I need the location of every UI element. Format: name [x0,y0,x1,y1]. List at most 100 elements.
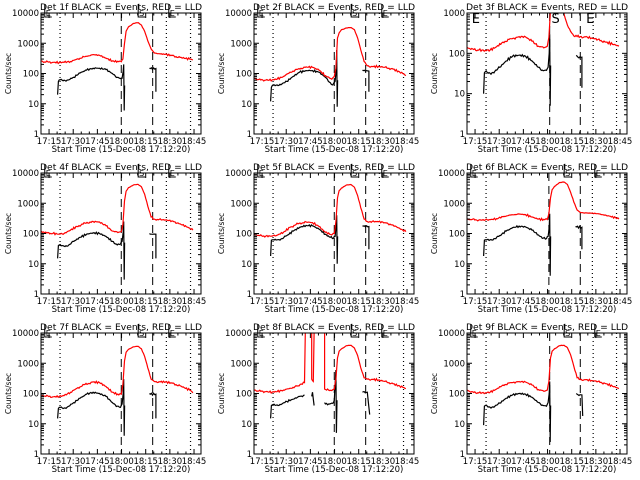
series-group [41,183,194,280]
lld-series-line [467,181,620,222]
events-series-line [362,69,370,92]
marker-label-s: S [139,169,144,178]
x-tick-label: 18:15 [133,297,158,307]
x-tick-label: 17:45 [298,137,323,147]
x-tick-label: 17:15 [463,137,488,147]
y-tick-label: 1 [460,130,465,140]
detector-panel-6: 1 10 100 1000 10000 17:15 17:30 17:45 18:00 18:15… [426,160,639,320]
x-tick-label: 17:45 [511,297,536,307]
x-tick-label: 18:45 [608,297,633,307]
detector-panel-9: 1 10 100 1000 10000 17:15 17:30 17:45 18:00 18:15… [426,320,639,480]
marker-label-e: E [46,9,51,18]
y-tick-label: 1000 [17,39,39,49]
x-tick-label: 18:30 [371,297,396,307]
events-series-line [483,34,552,106]
y-tick-label: 10000 [225,329,252,339]
detector-panel-4: 1 10 100 1000 10000 17:15 17:30 17:45 18:00 18:15… [0,160,213,320]
y-tick-label: 100 [449,230,465,240]
marker-label-s: S [551,12,559,27]
x-tick-label: 18:15 [559,457,584,467]
y-tick-label: 1 [247,450,252,460]
marker-label-e: E [596,329,601,338]
y-tick-label: 100 [23,390,39,400]
marker-label-e: E [170,169,175,178]
x-tick-label: 18:45 [182,457,207,467]
y-tick-label: 1000 [230,199,252,209]
marker-bracket [350,4,359,18]
y-tick-label: 1000 [443,9,465,19]
marker-label-e: E [586,12,594,27]
marker-label-e: E [46,329,51,338]
x-tick-label: 18:15 [559,297,584,307]
y-axis-label: Counts/sec [4,53,13,94]
x-tick-label: 17:45 [85,297,110,307]
detector-plot-1: 1 10 100 1000 10000 17:15 17:30 17:45 18:00 18:15… [4,2,206,155]
y-tick-label: 1 [460,290,465,300]
x-tick-label: 18:15 [346,457,371,467]
x-tick-label: 18:15 [133,457,158,467]
marker-bracket [381,164,389,178]
x-axis-label: Start Time (15-Dec-08 17:12:20) [265,465,404,475]
y-tick-label: 100 [449,49,465,59]
x-tick-label: 17:30 [274,137,299,147]
detector-plot-2: 1 10 100 1000 10000 17:15 17:30 17:45 18:00 18:15… [217,2,420,155]
y-axis-label: Counts/sec [217,53,226,94]
series-group [41,21,194,111]
plot-frame [466,12,628,135]
x-tick-label: 17:30 [61,137,86,147]
x-tick-label: 18:00 [322,297,347,307]
x-tick-label: 17:45 [298,457,323,467]
marker-bracket [168,4,176,18]
detector-plot-6: 1 10 100 1000 10000 17:15 17:30 17:45 18:00 18:15… [430,162,633,315]
x-tick-label: 17:30 [61,297,86,307]
series-group [254,27,407,107]
events-series-line [149,233,157,259]
series-group [254,183,407,264]
x-tick-label: 17:15 [250,297,275,307]
marker-label-e: E [383,9,388,18]
detector-plot-8: 1 10 100 1000 10000 17:15 17:30 17:45 18:00 18:15… [217,322,420,475]
y-tick-label: 10000 [225,169,252,179]
series-group [467,13,620,106]
y-tick-label: 10 [241,260,252,270]
y-axis-label: Counts/sec [430,373,439,414]
y-tick-label: 1000 [443,199,465,209]
marker-label-e: E [383,329,388,338]
y-tick-label: 10000 [12,9,39,19]
y-tick-label: 100 [236,230,252,240]
detector-panel-3: 1 10 100 1000 17:15 17:30 17:45 18:00 18:15 18:30… [426,0,639,160]
events-series-line [270,394,305,419]
detector-panel-7: 1 10 100 1000 10000 17:15 17:30 17:45 18:00 18:15… [0,320,213,480]
marker-bracket [381,4,389,18]
x-tick-label: 18:45 [395,457,420,467]
x-tick-label: 18:45 [395,137,420,147]
x-tick-label: 17:45 [511,457,536,467]
x-tick-label: 18:30 [371,137,396,147]
x-axis-label: Start Time (15-Dec-08 17:12:20) [478,305,617,315]
lld-series-line [41,183,194,236]
detector-plot-4: 1 10 100 1000 10000 17:15 17:30 17:45 18:00 18:15… [4,162,206,315]
y-tick-label: 1000 [230,359,252,369]
y-tick-label: 1 [34,130,39,140]
y-tick-label: 10 [241,100,252,110]
lld-series-line [467,344,620,395]
x-axis-label: Start Time (15-Dec-08 17:12:20) [478,465,617,475]
marker-bracket [137,164,146,178]
x-tick-label: 17:30 [487,297,512,307]
marker-bracket [381,324,389,338]
marker-bracket [350,164,359,178]
marker-label-s: S [565,329,570,338]
marker-bracket [470,324,478,338]
panel-title: Det 4f BLACK = Events, RED = LLD [40,162,202,173]
marker-label-e: E [596,169,601,178]
series-group [467,344,620,443]
y-tick-label: 10000 [12,329,39,339]
panel-title: Det 9f BLACK = Events, RED = LLD [466,322,628,333]
y-tick-label: 10000 [438,169,465,179]
panel-title: Det 2f BLACK = Events, RED = LLD [253,2,415,13]
events-series-line [149,392,157,419]
x-tick-label: 18:00 [322,137,347,147]
y-axis-label: Counts/sec [217,373,226,414]
marker-label-e: E [472,329,477,338]
y-tick-label: 100 [236,70,252,80]
